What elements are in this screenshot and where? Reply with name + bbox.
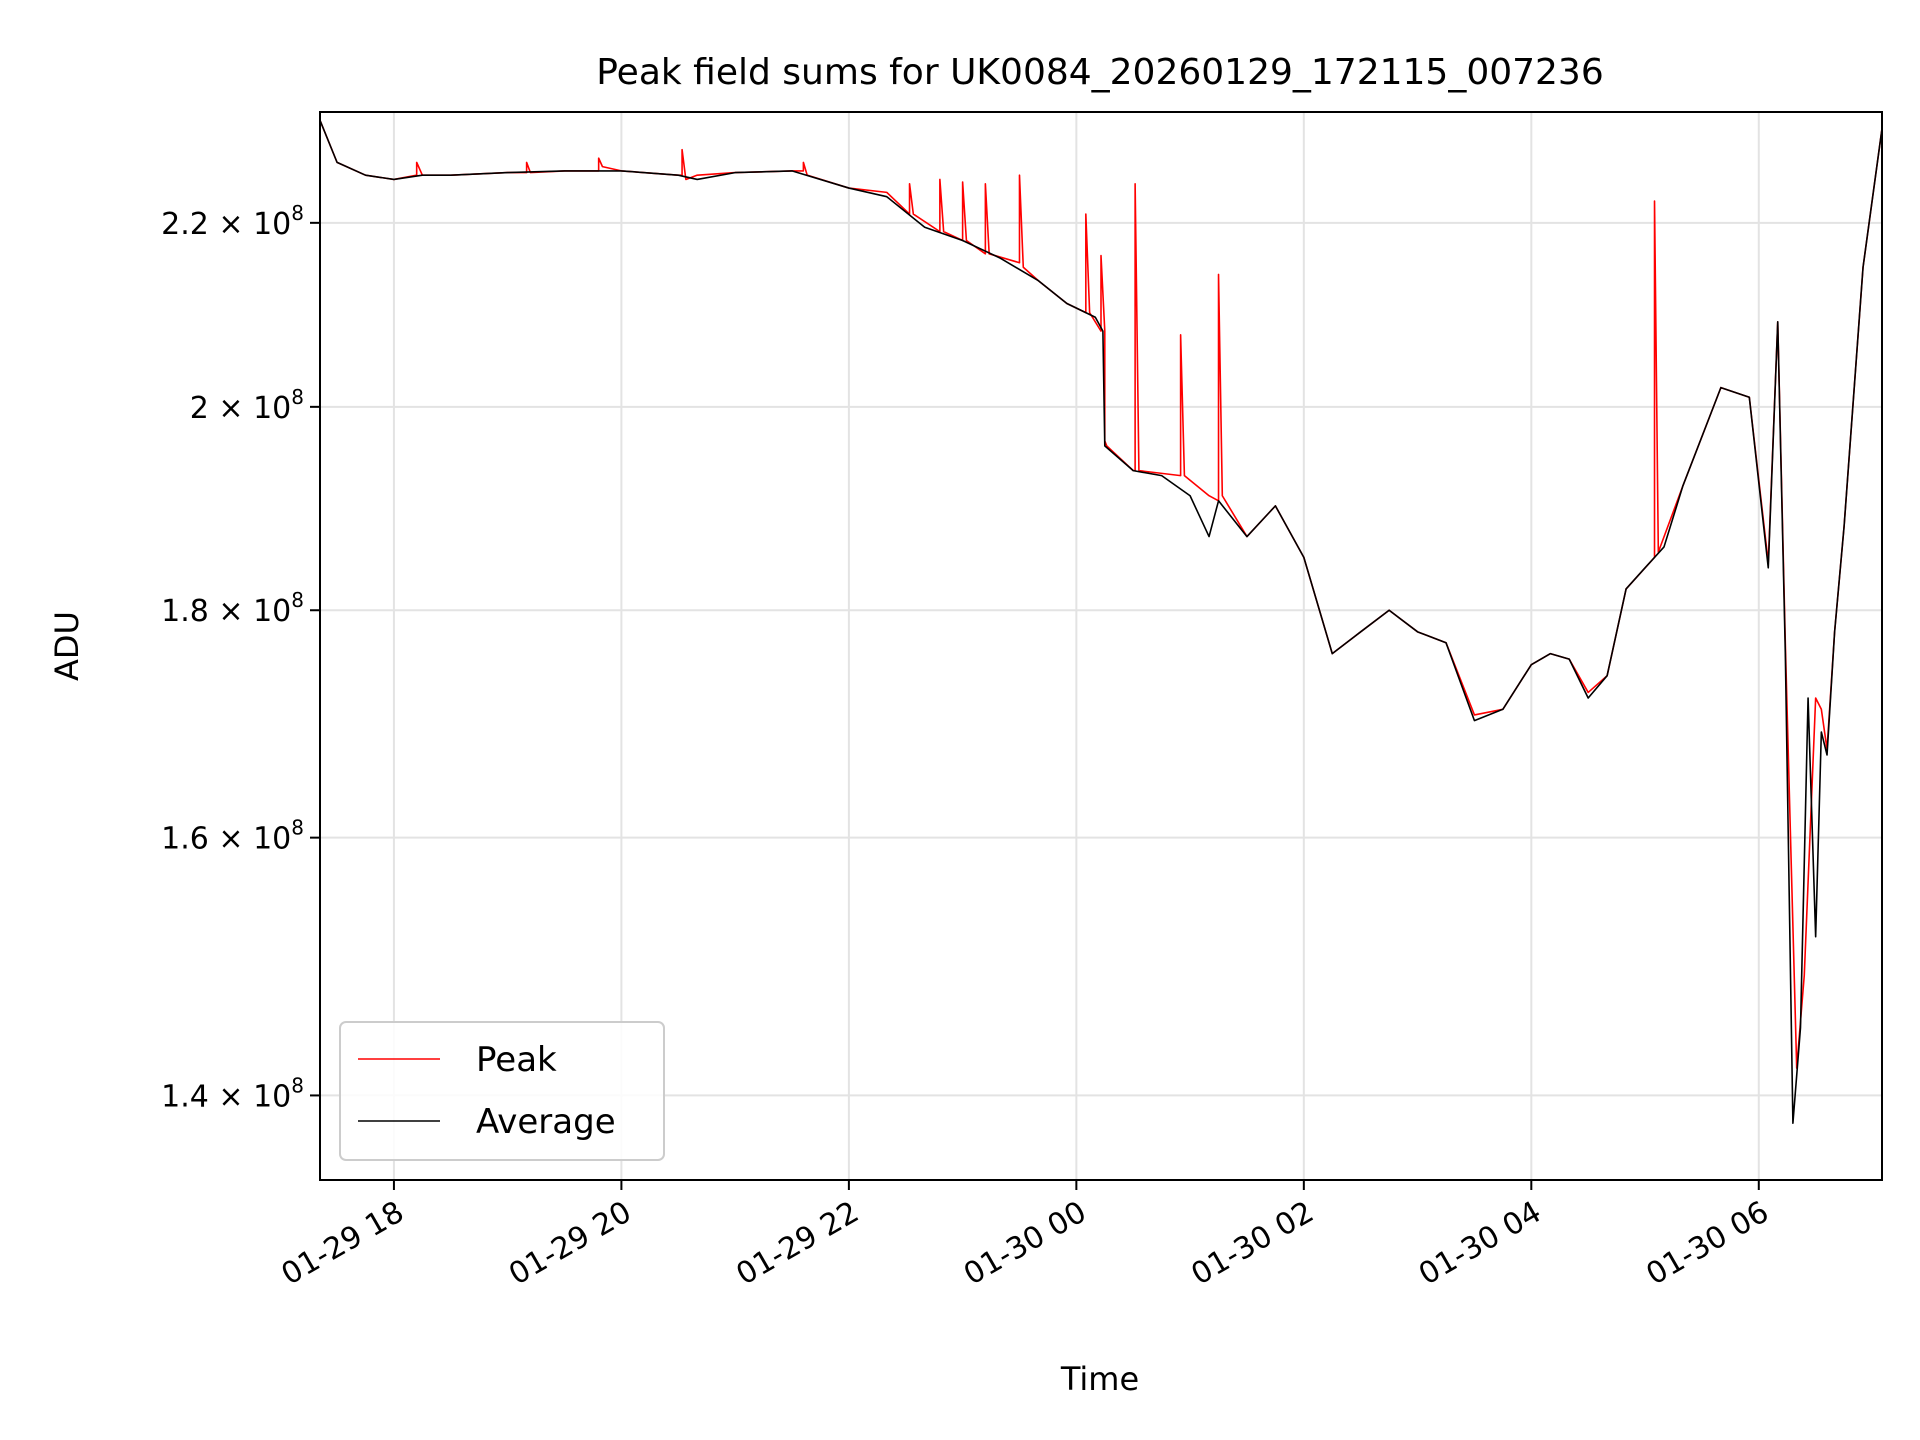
y-tick-exponent: 8 xyxy=(291,385,304,409)
y-tick-times: × 10 xyxy=(209,391,291,426)
y-tick-mantissa: 1.4 xyxy=(161,1079,209,1114)
series-layer xyxy=(319,119,1883,1125)
y-tick-times: × 10 xyxy=(209,594,291,629)
y-tick-label: 1.4 × 108 xyxy=(161,1073,304,1114)
chart-title: Peak field sums for UK0084_20260129_1721… xyxy=(596,52,1604,93)
y-tick-exponent: 8 xyxy=(291,816,304,840)
y-tick-mantissa: 2 xyxy=(190,391,209,426)
y-tick-exponent: 8 xyxy=(291,588,304,612)
y-tick-label: 2.2 × 108 xyxy=(161,201,304,242)
y-tick-mantissa: 1.6 xyxy=(161,822,209,857)
y-tick-label: 1.8 × 108 xyxy=(161,588,304,629)
y-tick-exponent: 8 xyxy=(291,201,304,225)
legend-box xyxy=(339,1021,665,1161)
y-tick-times: × 10 xyxy=(209,822,291,857)
y-tick-mantissa: 1.8 xyxy=(161,594,209,629)
legend-label-average: Average xyxy=(476,1102,616,1142)
legend: Peak Average xyxy=(339,1021,665,1161)
y-tick-times: × 10 xyxy=(209,1079,291,1114)
y-tick-exponent: 8 xyxy=(291,1073,304,1097)
y-tick-times: × 10 xyxy=(209,207,291,242)
y-tick-mantissa: 2.2 xyxy=(161,207,209,242)
x-axis-label: Time xyxy=(1060,1360,1139,1398)
plot-frame xyxy=(319,111,1883,1181)
y-axis-label: ADU xyxy=(48,611,86,681)
y-tick-label: 2 × 108 xyxy=(190,385,304,426)
y-tick-label: 1.6 × 108 xyxy=(161,816,304,857)
legend-label-peak: Peak xyxy=(476,1040,557,1080)
series-line-average xyxy=(319,119,1883,1125)
